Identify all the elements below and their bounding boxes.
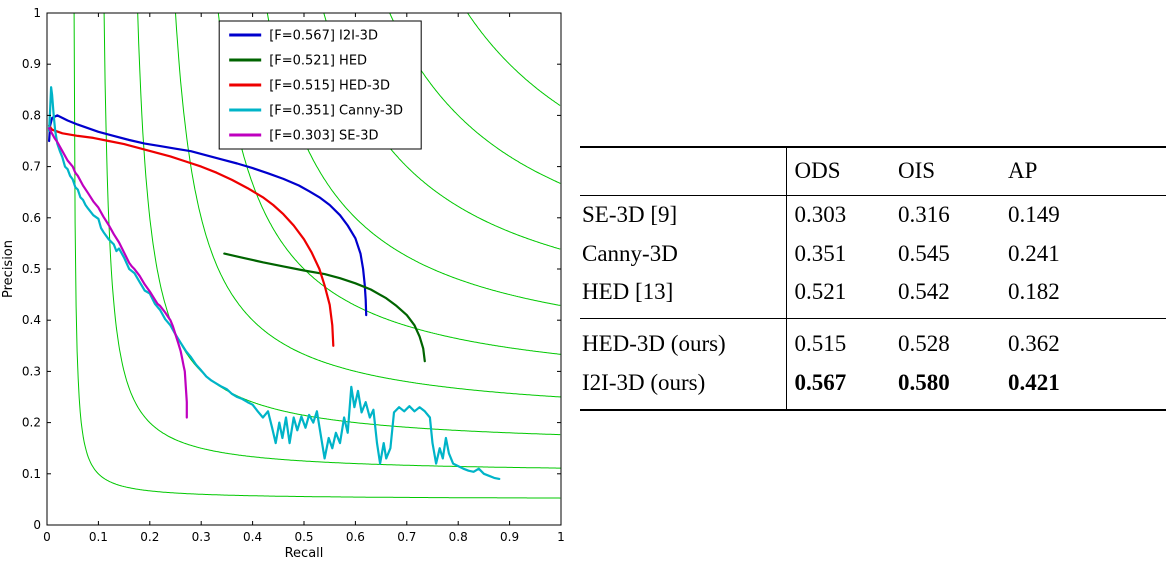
method-name-cell: HED [13] xyxy=(582,279,674,305)
svg-text:0.5: 0.5 xyxy=(22,262,41,276)
header-ois: OIS xyxy=(898,158,936,183)
method-name-cell: Canny-3D xyxy=(582,240,678,266)
ods-cell: 0.515 xyxy=(785,318,896,364)
svg-text:0.5: 0.5 xyxy=(294,530,313,544)
y-axis-label: Precision xyxy=(1,240,16,298)
header-ap: AP xyxy=(1008,158,1038,183)
header-empty-cell xyxy=(580,147,786,195)
legend-label: [F=0.351] Canny-3D xyxy=(269,104,403,119)
ods-cell: 0.351 xyxy=(785,234,896,274)
table-row: HED-3D (ours) 0.515 0.528 0.362 xyxy=(580,318,1166,364)
pr-curve-SE-3D xyxy=(47,127,188,419)
svg-text:0.4: 0.4 xyxy=(22,313,41,327)
svg-text:0.8: 0.8 xyxy=(449,530,468,544)
ois-cell: 0.580 xyxy=(898,369,950,395)
table-row: Canny-3D 0.351 0.545 0.241 xyxy=(580,234,1166,274)
pr-curve-chart: 0 0.1 0.2 0.3 0.4 0.5 0.6 0.7 0.8 0.9 1 0 0.1 0.2 0.3 0… xyxy=(0,0,570,568)
ap-cell: 0.149 xyxy=(1008,201,1060,227)
svg-text:0: 0 xyxy=(33,518,41,532)
legend-label: [F=0.567] I2I-3D xyxy=(269,29,378,44)
ois-cell: 0.316 xyxy=(898,201,950,227)
method-name-cell: I2I-3D (ours) xyxy=(582,369,706,395)
svg-text:0.4: 0.4 xyxy=(243,530,262,544)
results-table: ODS OIS AP SE-3D [9] 0.303 0.316 0.149 C… xyxy=(580,146,1166,411)
header-row: ODS OIS AP xyxy=(580,147,1166,196)
legend-label: [F=0.521] HED xyxy=(269,54,367,69)
ap-cell: 0.362 xyxy=(1008,331,1060,356)
svg-text:0.7: 0.7 xyxy=(22,160,41,174)
legend: [F=0.567] I2I-3D [F=0.521] HED [F=0.515] H… xyxy=(218,20,422,150)
iso-f-curve xyxy=(73,12,561,499)
svg-text:0.2: 0.2 xyxy=(140,530,159,544)
iso-f-curve xyxy=(103,12,561,469)
pr-plot-svg: 0 0.1 0.2 0.3 0.4 0.5 0.6 0.7 0.8 0.9 1 0 0.1 0.2 0.3 0… xyxy=(1,6,565,561)
iso-f-curve xyxy=(467,12,561,106)
ods-cell: 0.567 xyxy=(785,363,896,410)
ois-cell: 0.542 xyxy=(898,279,950,305)
ods-cell: 0.521 xyxy=(785,273,896,319)
svg-text:0.3: 0.3 xyxy=(192,530,211,544)
svg-text:0.6: 0.6 xyxy=(346,530,365,544)
ods-cell: 0.303 xyxy=(785,195,896,235)
ois-cell: 0.528 xyxy=(898,331,950,356)
pr-curve-I2I-3D xyxy=(47,114,368,317)
iso-f-curve xyxy=(266,12,561,306)
x-axis-label: Recall xyxy=(285,546,324,561)
ap-cell: 0.421 xyxy=(1008,369,1060,395)
pr-curves xyxy=(47,86,501,480)
svg-text:0: 0 xyxy=(43,530,51,544)
header-ods: ODS xyxy=(785,147,896,196)
svg-text:0.1: 0.1 xyxy=(22,467,41,481)
pr-curve-Canny-3D xyxy=(47,86,501,480)
axes: 0 0.1 0.2 0.3 0.4 0.5 0.6 0.7 0.8 0.9 1 0 0.1 0.2 0.3 0… xyxy=(1,6,565,561)
legend-label: [F=0.303] SE-3D xyxy=(269,129,378,144)
svg-text:0.3: 0.3 xyxy=(22,364,41,378)
ois-cell: 0.545 xyxy=(898,240,950,266)
svg-text:0.2: 0.2 xyxy=(22,416,41,430)
svg-text:1: 1 xyxy=(557,530,565,544)
method-name-cell: HED-3D (ours) xyxy=(582,331,726,356)
svg-text:0.7: 0.7 xyxy=(397,530,416,544)
iso-f-curve xyxy=(217,12,561,355)
ap-cell: 0.182 xyxy=(1008,279,1060,305)
svg-text:0.6: 0.6 xyxy=(22,211,41,225)
table-row: I2I-3D (ours) 0.567 0.580 0.421 xyxy=(580,363,1166,410)
iso-f-curve xyxy=(175,12,562,398)
table-row: HED [13] 0.521 0.542 0.182 xyxy=(580,273,1166,319)
results-table-area: ODS OIS AP SE-3D [9] 0.303 0.316 0.149 C… xyxy=(570,0,1169,568)
method-name-cell: SE-3D [9] xyxy=(582,201,678,227)
pr-curve-HED xyxy=(223,252,426,363)
svg-text:0.8: 0.8 xyxy=(22,108,41,122)
svg-text:0.1: 0.1 xyxy=(89,530,108,544)
table-row: SE-3D [9] 0.303 0.316 0.149 xyxy=(580,195,1166,235)
ap-cell: 0.241 xyxy=(1008,240,1060,266)
svg-text:0.9: 0.9 xyxy=(22,57,41,71)
pr-curve-HED-3D xyxy=(47,124,335,347)
svg-text:1: 1 xyxy=(33,6,41,20)
svg-text:0.9: 0.9 xyxy=(500,530,519,544)
legend-label: [F=0.515] HED-3D xyxy=(269,79,390,94)
